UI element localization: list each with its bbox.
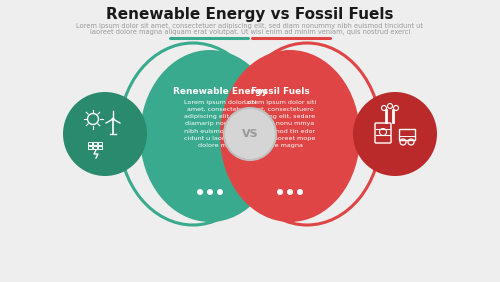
- Text: Fossil Fuels: Fossil Fuels: [250, 87, 310, 96]
- Circle shape: [224, 108, 276, 160]
- Circle shape: [353, 92, 437, 176]
- Text: laoreet dolore magna aliquam erat volutpat. Ut wisi enim ad minim veniam, quis n: laoreet dolore magna aliquam erat volutp…: [90, 29, 410, 35]
- Text: Renewable Energy vs Fossil Fuels: Renewable Energy vs Fossil Fuels: [106, 6, 394, 21]
- Circle shape: [197, 189, 203, 195]
- Ellipse shape: [220, 50, 360, 222]
- Circle shape: [287, 189, 293, 195]
- Ellipse shape: [140, 50, 280, 222]
- Circle shape: [277, 189, 283, 195]
- Circle shape: [217, 189, 223, 195]
- Text: Lorem ipsum dolor sit amet, consectetuer adipiscing elit, sed diam nonummy nibh : Lorem ipsum dolor sit amet, consectetuer…: [76, 23, 424, 29]
- Text: VS: VS: [242, 129, 258, 139]
- Circle shape: [207, 189, 213, 195]
- Text: Lorem ipsum dolor siti
amet, consectetuero
adipiscing elit, sedare
diamarip nonu: Lorem ipsum dolor siti amet, consectetue…: [184, 100, 256, 148]
- Circle shape: [112, 118, 114, 120]
- Text: Renewable Energy: Renewable Energy: [173, 87, 267, 96]
- Circle shape: [297, 189, 303, 195]
- Text: Lorem ipsum dolor siti
amet, consectetuero
adipiscing elit, sedare
diamarip nonu: Lorem ipsum dolor siti amet, consectetue…: [244, 100, 316, 148]
- Circle shape: [63, 92, 147, 176]
